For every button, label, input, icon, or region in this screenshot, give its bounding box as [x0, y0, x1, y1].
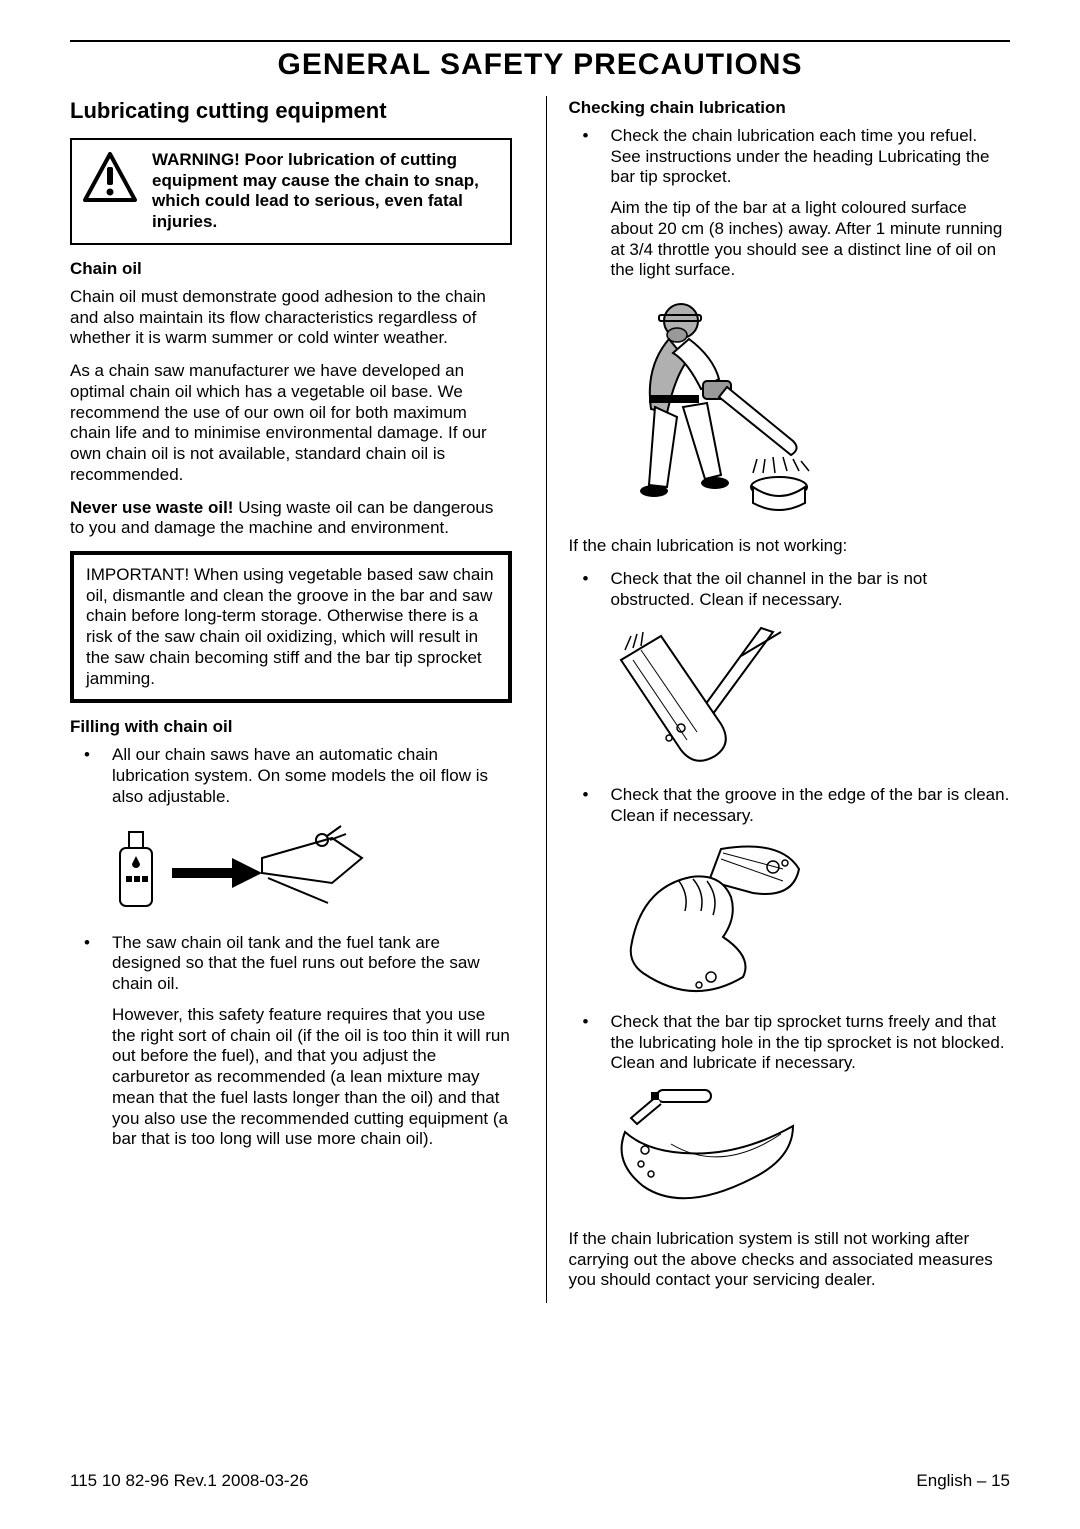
illustration-hand-bar-groove — [611, 837, 1011, 1002]
chain-oil-paragraph-2: As a chain saw manufacturer we have deve… — [70, 361, 512, 485]
warning-triangle-icon — [82, 150, 138, 211]
right-column: Checking chain lubrication Check the cha… — [546, 96, 1011, 1303]
not-working-intro: If the chain lubrication is not working: — [569, 536, 1011, 557]
warning-text: WARNING! Poor lubrication of cutting equ… — [152, 150, 498, 233]
page-footer: 115 10 82-96 Rev.1 2008-03-26 English – … — [70, 1471, 1010, 1491]
illustration-screwdriver-bar — [611, 620, 1011, 775]
filling-list: All our chain saws have an automatic cha… — [70, 745, 512, 807]
not-working-list-3: Check that the bar tip sprocket turns fr… — [569, 1012, 1011, 1074]
checking-list: Check the chain lubrication each time yo… — [569, 126, 1011, 281]
page-title: GENERAL SAFETY PRECAUTIONS — [70, 48, 1010, 82]
filling-list-2: The saw chain oil tank and the fuel tank… — [70, 933, 512, 1150]
left-column: Lubricating cutting equipment WARNING! P… — [70, 96, 512, 1303]
checking-b1-sub: Aim the tip of the bar at a light colour… — [611, 198, 1011, 281]
nw-bullet-1: Check that the oil channel in the bar is… — [569, 569, 1011, 610]
subheading-chain-oil: Chain oil — [70, 259, 512, 279]
nw-bullet-2: Check that the groove in the edge of the… — [569, 785, 1011, 826]
footer-right: English – 15 — [916, 1471, 1010, 1491]
not-working-list-1: Check that the oil channel in the bar is… — [569, 569, 1011, 610]
filling-bullet-1: All our chain saws have an automatic cha… — [70, 745, 512, 807]
chain-oil-paragraph-1: Chain oil must demonstrate good adhesion… — [70, 287, 512, 349]
subheading-checking: Checking chain lubrication — [569, 98, 1011, 118]
filling-b2-text: The saw chain oil tank and the fuel tank… — [112, 933, 480, 993]
illustration-oil-bottle-chainsaw — [112, 818, 512, 923]
checking-b1-text: Check the chain lubrication each time yo… — [611, 126, 990, 186]
two-column-layout: Lubricating cutting equipment WARNING! P… — [70, 96, 1010, 1303]
subheading-filling: Filling with chain oil — [70, 717, 512, 737]
footer-left: 115 10 82-96 Rev.1 2008-03-26 — [70, 1471, 309, 1491]
filling-bullet-2: The saw chain oil tank and the fuel tank… — [70, 933, 512, 1150]
closing-paragraph: If the chain lubrication system is still… — [569, 1229, 1011, 1291]
never-use-waste-oil: Never use waste oil! Using waste oil can… — [70, 498, 512, 539]
section-heading-lubricating: Lubricating cutting equipment — [70, 98, 512, 124]
filling-b2-sub: However, this safety feature requires th… — [112, 1005, 512, 1150]
checking-bullet-1: Check the chain lubrication each time yo… — [569, 126, 1011, 281]
nw-bullet-3: Check that the bar tip sprocket turns fr… — [569, 1012, 1011, 1074]
important-box: IMPORTANT! When using vegetable based sa… — [70, 551, 512, 703]
never-waste-bold: Never use waste oil! — [70, 498, 233, 517]
not-working-list-2: Check that the groove in the edge of the… — [569, 785, 1011, 826]
warning-box: WARNING! Poor lubrication of cutting equ… — [70, 138, 512, 245]
top-rule — [70, 40, 1010, 42]
illustration-bar-tip-lubricate — [611, 1084, 1011, 1219]
illustration-person-chainsaw — [599, 291, 1011, 526]
